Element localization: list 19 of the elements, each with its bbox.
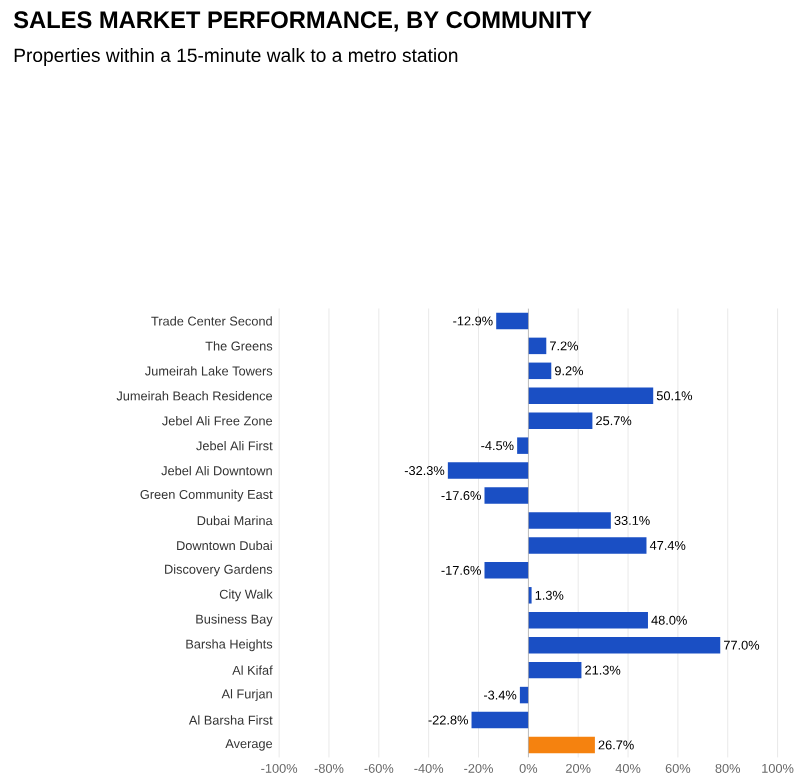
bar	[528, 388, 654, 405]
bar	[528, 512, 611, 530]
bar	[517, 437, 529, 455]
bar	[528, 537, 647, 555]
bar	[528, 737, 595, 754]
bar	[484, 487, 529, 505]
bar	[447, 462, 529, 480]
chart-title: SALES MARKET PERFORMANCE, BY COMMUNITY	[13, 11, 592, 33]
bar	[528, 662, 582, 679]
bar	[528, 612, 648, 629]
bar	[528, 412, 593, 430]
bar	[471, 712, 529, 729]
chart-subtitle: Properties within a 15-minute walk to a metro station	[14, 48, 458, 67]
bar	[528, 637, 721, 654]
bar	[496, 313, 529, 330]
bar	[528, 338, 547, 355]
bar	[528, 363, 552, 380]
bar	[519, 687, 529, 704]
bar	[484, 562, 529, 580]
